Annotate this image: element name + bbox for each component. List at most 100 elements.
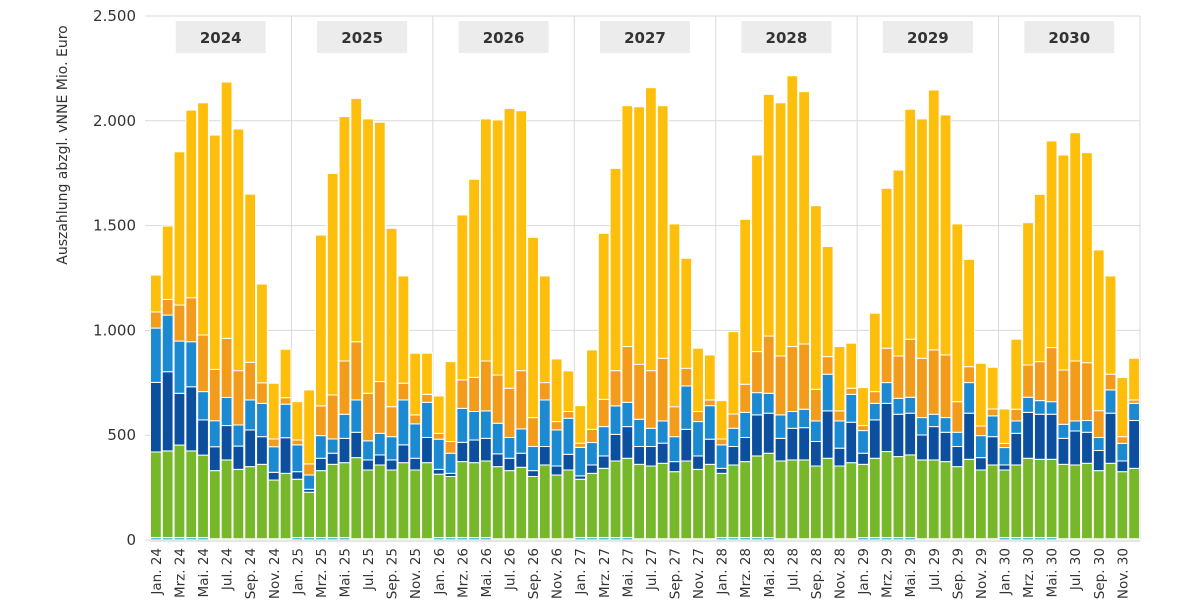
bar-segment-series-5 — [208, 134, 221, 370]
bar-segment-series-2 — [774, 437, 787, 462]
bar-segment-series-1 — [597, 467, 610, 538]
bar-segment-series-1 — [432, 473, 445, 538]
bar-segment-series-5 — [150, 274, 162, 313]
bar-segment-series-5 — [751, 154, 763, 353]
bar-segment-series-3 — [161, 314, 174, 373]
bar-segment-series-3 — [197, 391, 209, 421]
bar-segment-series-4 — [515, 370, 528, 430]
x-tick-label: Jul. 26 — [502, 548, 518, 591]
bar-segment-series-4 — [197, 334, 209, 393]
bar-segment-series-5 — [986, 366, 999, 410]
bar-segment-series-4 — [161, 298, 174, 316]
bar-segment-series-3 — [397, 399, 410, 446]
bar-segment-series-1 — [986, 464, 999, 540]
bar-segment-series-2 — [715, 467, 728, 474]
bar-segment-series-2 — [373, 454, 386, 466]
bar-segment-series-4 — [291, 439, 304, 446]
bar-segment-series-1 — [326, 463, 339, 538]
bar-segment-series-2 — [574, 475, 587, 480]
bar-segment-series-3 — [680, 385, 693, 430]
x-tick-label: Mai. 29 — [903, 548, 919, 597]
bar-segment-series-3 — [150, 327, 162, 383]
bar-segment-series-2 — [1022, 411, 1034, 459]
bar-segment-series-5 — [527, 236, 539, 419]
bar-segment-series-1 — [774, 460, 787, 540]
x-tick-label: Mrz. 25 — [314, 548, 330, 598]
bar-segment-series-1 — [150, 451, 162, 538]
bar-segment-series-5 — [456, 214, 469, 381]
bar-segment-series-2 — [220, 425, 233, 461]
x-tick-label: Jul. 24 — [220, 548, 236, 591]
bar-segment-series-2 — [456, 441, 469, 463]
bar-segment-series-3 — [645, 427, 657, 448]
year-header-box — [741, 21, 832, 53]
bar-segment-series-4 — [751, 351, 763, 394]
bar-segment-series-2 — [951, 446, 964, 468]
bar-segment-series-5 — [326, 172, 339, 396]
bar-segment-series-2 — [267, 471, 280, 481]
bar-segment-series-5 — [868, 312, 881, 393]
bar-segment-series-4 — [786, 346, 799, 413]
bar-segment-series-3 — [385, 436, 398, 461]
bar-segment-series-1 — [574, 478, 587, 538]
bar-segment-series-1 — [444, 475, 457, 538]
bar-segment-series-3 — [798, 408, 811, 429]
bar-segment-series-5 — [480, 118, 492, 362]
bar-segment-series-2 — [1092, 450, 1105, 472]
bar-segment-series-2 — [880, 402, 893, 453]
x-tick-label: Mai. 30 — [1045, 548, 1061, 597]
bar-segment-series-1 — [1010, 464, 1023, 538]
bar-segment-series-4 — [232, 370, 245, 426]
y-tick-label: 0 — [126, 531, 136, 549]
bar-segment-series-1 — [409, 469, 422, 540]
bar-segment-series-2 — [821, 410, 834, 459]
bar-segment-series-5 — [421, 352, 433, 395]
bar-segment-series-1 — [338, 462, 351, 538]
bar-segment-series-5 — [998, 408, 1011, 444]
bar-segment-series-2 — [609, 433, 622, 462]
bar-segment-series-1 — [762, 452, 775, 538]
year-header-box — [600, 21, 690, 53]
bar-segment-series-1 — [892, 456, 905, 538]
x-tick-label: Mrz. 29 — [880, 548, 896, 598]
bar-segment-series-5 — [315, 234, 327, 407]
bar-segment-series-4 — [975, 425, 987, 437]
bar-segment-series-3 — [692, 421, 704, 457]
bar-segment-series-3 — [845, 393, 858, 423]
bar-segment-series-1 — [821, 457, 834, 540]
bar-segment-series-4 — [1022, 364, 1034, 398]
bar-segment-series-3 — [1010, 420, 1023, 434]
x-tick-label: Jul. 30 — [1068, 548, 1084, 591]
bar-segment-series-5 — [586, 349, 598, 430]
bar-segment-series-5 — [1092, 249, 1105, 412]
x-tick-label: Jan. 27 — [573, 548, 589, 596]
x-tick-label: Sep. 24 — [243, 548, 259, 599]
bar-segment-series-1 — [656, 462, 669, 540]
bar-segment-series-3 — [491, 422, 504, 455]
bar-segment-series-1 — [609, 460, 622, 538]
bar-segment-series-3 — [833, 420, 846, 449]
bar-segment-series-5 — [362, 118, 374, 394]
bar-segment-series-4 — [256, 382, 268, 404]
bar-segment-series-3 — [904, 396, 917, 414]
bar-segment-series-3 — [762, 392, 775, 414]
bar-segment-series-4 — [633, 363, 646, 420]
bar-segment-series-2 — [315, 457, 327, 472]
bar-segment-series-3 — [916, 417, 928, 436]
bar-segment-series-5 — [538, 275, 551, 384]
bar-segment-series-3 — [279, 403, 292, 439]
bar-segment-series-3 — [232, 424, 245, 447]
bar-segment-series-4 — [727, 413, 740, 429]
bar-segment-series-5 — [338, 116, 351, 362]
bar-segment-series-4 — [821, 356, 834, 375]
bar-segment-series-5 — [833, 346, 846, 412]
bar-segment-series-4 — [916, 357, 928, 419]
bar-segment-series-5 — [845, 342, 858, 389]
bar-segment-series-2 — [326, 452, 339, 465]
bar-segment-series-2 — [692, 455, 704, 470]
x-tick-label: Sep. 26 — [526, 548, 542, 599]
bar-segment-series-2 — [503, 457, 516, 472]
y-tick-label: 2.500 — [93, 7, 136, 25]
bar-segment-series-5 — [1045, 140, 1058, 349]
bar-segment-series-3 — [1128, 402, 1140, 422]
